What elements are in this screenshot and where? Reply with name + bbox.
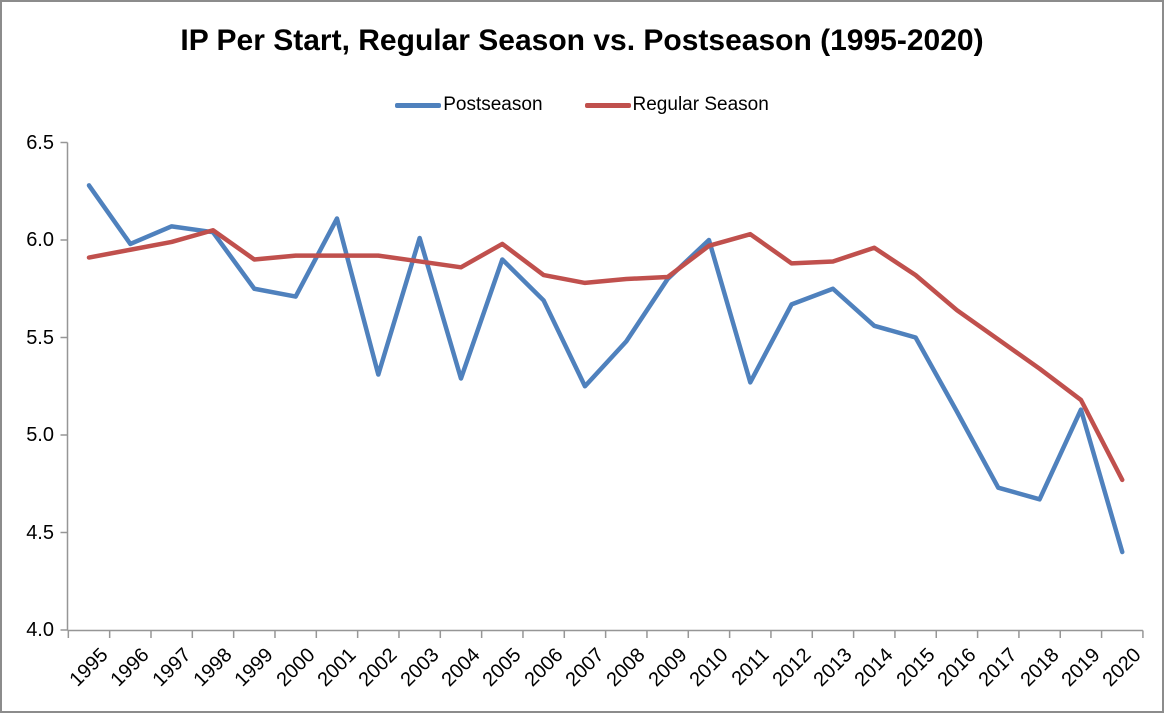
y-tick-label: 5.5 — [26, 326, 54, 349]
legend-label-regular-season: Regular Season — [632, 94, 769, 115]
regular-season-line-swatch — [584, 102, 631, 108]
y-tick-label: 6.0 — [26, 229, 54, 251]
y-tick-label: 4.0 — [26, 619, 54, 641]
regular-season-line — [86, 228, 1125, 483]
postseason-line — [86, 183, 1125, 555]
y-tick-label: 5.0 — [26, 424, 54, 446]
y-tick-label: 4.5 — [26, 521, 54, 544]
legend-item-postseason: Postseason — [395, 94, 543, 116]
legend-item-regular-season: Regular Season — [584, 94, 769, 116]
chart-title: IP Per Start, Regular Season vs. Postsea… — [180, 24, 984, 57]
chart-legend: Postseason Regular Season — [2, 94, 1162, 116]
y-tick-label: 6.5 — [26, 131, 54, 154]
postseason-line-swatch — [395, 102, 442, 108]
legend-label-postseason: Postseason — [443, 94, 543, 115]
